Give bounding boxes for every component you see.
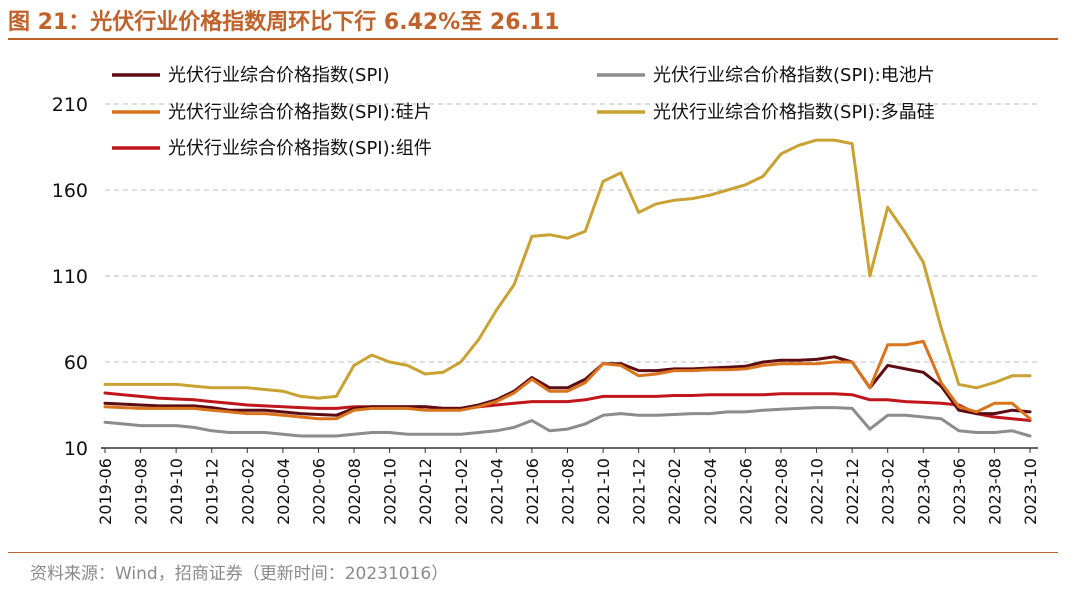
series-lines <box>103 138 1032 438</box>
y-tick-label: 210 <box>52 94 88 116</box>
legend-label-0: 光伏行业综合价格指数(SPI) <box>168 65 390 86</box>
x-tick-label: 2021-08 <box>559 458 578 525</box>
series-line-4 <box>103 391 1032 422</box>
x-tick-label: 2023-08 <box>985 458 1004 525</box>
x-tick-label: 2022-08 <box>772 458 791 525</box>
x-tick-label: 2022-04 <box>701 458 720 525</box>
x-tick-label: 2019-10 <box>167 458 186 525</box>
x-tick-label: 2021-04 <box>487 458 506 525</box>
x-tick-label: 2020-12 <box>416 458 435 525</box>
x-tick-label: 2019-12 <box>203 458 222 525</box>
x-tick-label: 2022-06 <box>736 458 755 525</box>
x-tick-label: 2020-06 <box>309 458 328 525</box>
series-line-1 <box>103 406 1032 438</box>
x-tick-label: 2021-06 <box>523 458 542 525</box>
x-tick-label: 2020-04 <box>274 458 293 525</box>
figure-title: 图 21：光伏行业价格指数周环比下行 6.42%至 26.11 <box>8 10 560 35</box>
x-tick-label: 2022-02 <box>665 458 684 525</box>
x-tick-label: 2020-10 <box>381 458 400 525</box>
x-tick-label: 2021-10 <box>594 458 613 525</box>
series-line-3 <box>103 138 1032 400</box>
x-tick-label: 2023-06 <box>950 458 969 525</box>
legend: 光伏行业综合价格指数(SPI) 光伏行业综合价格指数(SPI):电池片光伏行业综合… <box>112 65 935 159</box>
x-tick-label: 2020-02 <box>238 458 257 525</box>
x-tick-label: 2023-04 <box>914 458 933 525</box>
x-tick-label: 2022-12 <box>843 458 862 525</box>
x-axis-ticks: 2019-06 2019-08 2019-10 2019-12 2020-02 2020-… <box>96 448 1040 525</box>
y-tick-label: 110 <box>52 266 88 288</box>
x-tick-label: 2023-02 <box>879 458 898 525</box>
x-tick-label: 2019-08 <box>132 458 151 525</box>
source-rule <box>8 552 1058 553</box>
x-tick-label: 2020-08 <box>345 458 364 525</box>
x-tick-label: 2022-10 <box>808 458 827 525</box>
y-tick-label: 160 <box>52 180 88 202</box>
legend-label-3: 光伏行业综合价格指数(SPI):多晶硅 <box>653 102 935 123</box>
x-tick-label: 2021-12 <box>630 458 649 525</box>
title-underline <box>8 38 1058 40</box>
source-note: 资料来源：Wind，招商证券（更新时间：20231016） <box>30 564 449 584</box>
y-tick-label: 10 <box>64 438 88 460</box>
legend-label-2: 光伏行业综合价格指数(SPI):硅片 <box>168 102 432 123</box>
y-axis-ticks: 210 160 110 60 10 <box>52 94 88 460</box>
series-line-0 <box>103 355 1032 417</box>
legend-label-4: 光伏行业综合价格指数(SPI):组件 <box>168 138 432 159</box>
gridlines <box>105 103 1038 363</box>
x-tick-label: 2019-06 <box>96 458 115 525</box>
y-tick-label: 60 <box>64 352 88 374</box>
legend-label-1: 光伏行业综合价格指数(SPI):电池片 <box>653 65 935 86</box>
x-tick-label: 2021-02 <box>452 458 471 525</box>
series-line-2 <box>103 339 1032 421</box>
x-tick-label: 2023-10 <box>1021 458 1040 525</box>
